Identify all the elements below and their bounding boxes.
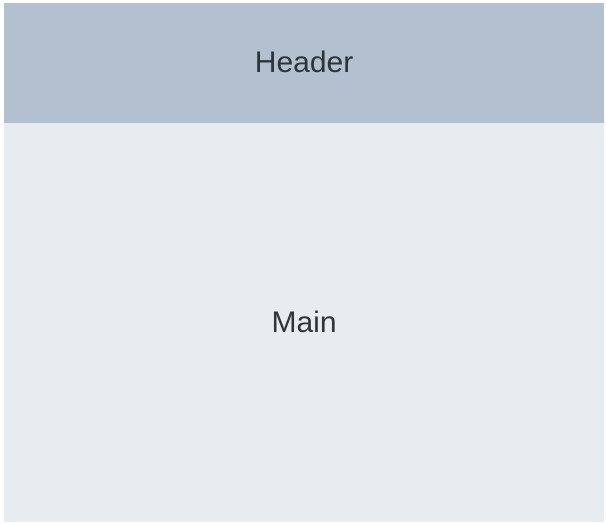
main-label: Main — [271, 305, 337, 339]
header-label: Header — [254, 46, 354, 79]
layout-frame: Header Main — [4, 3, 604, 522]
header-region: Header — [4, 3, 604, 123]
main-region: Main — [4, 123, 604, 522]
